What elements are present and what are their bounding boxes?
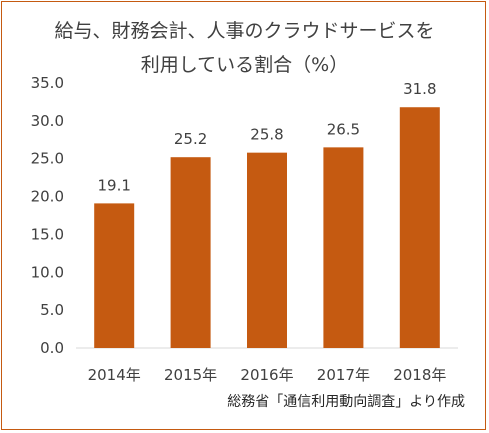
data-label: 25.8 — [250, 126, 283, 144]
y-tick-label: 10.0 — [31, 263, 64, 281]
y-tick-label: 5.0 — [40, 301, 64, 319]
bar — [94, 203, 135, 348]
bar — [323, 147, 364, 348]
x-tick-label: 2018年 — [393, 366, 446, 384]
x-tick-label: 2014年 — [88, 366, 141, 384]
y-tick-label: 25.0 — [31, 150, 64, 168]
data-label: 31.8 — [403, 80, 436, 98]
source-note: 総務省「通信利用動向調査」より作成 — [227, 394, 465, 410]
y-tick-label: 15.0 — [31, 225, 64, 243]
bar — [247, 152, 287, 348]
x-tick-label: 2016年 — [240, 366, 293, 384]
data-label: 26.5 — [327, 120, 360, 138]
bar — [399, 107, 440, 348]
data-label: 19.1 — [97, 176, 130, 194]
data-label: 25.2 — [174, 130, 207, 148]
chart-title-line-2: 利用している割合（%） — [140, 54, 349, 76]
chart-title-line-1: 給与、財務会計、人事のクラウドサービスを — [54, 20, 435, 42]
y-tick-label: 20.0 — [31, 188, 64, 206]
y-tick-label: 35.0 — [31, 74, 64, 92]
x-tick-label: 2017年 — [317, 366, 370, 384]
x-tick-label: 2015年 — [164, 366, 217, 384]
bar — [170, 157, 211, 348]
y-tick-label: 0.0 — [40, 339, 64, 357]
y-tick-label: 30.0 — [31, 112, 64, 130]
